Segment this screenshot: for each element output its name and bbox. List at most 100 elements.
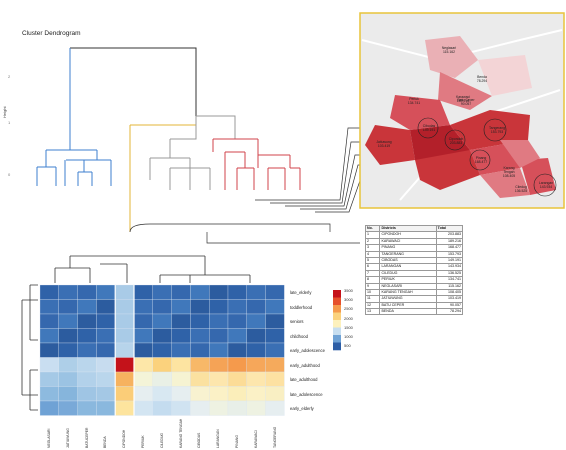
heatmap-cell — [133, 328, 153, 344]
heatmap-cell — [152, 299, 172, 315]
table-cell: 10 — [364, 288, 381, 297]
heatmap-cell — [39, 299, 59, 315]
heatmap-cell — [152, 371, 172, 387]
heatmap-cell — [39, 400, 59, 416]
heatmap-cell — [190, 299, 210, 315]
heatmap-cell — [133, 386, 153, 402]
heatmap-cell — [96, 357, 116, 373]
heatmap-cell — [246, 357, 266, 373]
heatmap-cell — [77, 313, 97, 329]
heatmap-cell — [227, 371, 247, 387]
heatmap-cell — [209, 342, 229, 358]
table-cell: 5 — [364, 256, 381, 265]
heatmap-cell — [265, 400, 285, 416]
heatmap-cell — [190, 400, 210, 416]
heatmap-row-label: early_adulthood — [290, 362, 320, 368]
table-cell: 13 — [364, 308, 381, 316]
heatmap-row-label: late_elderly — [290, 290, 312, 295]
heatmap-cell — [96, 342, 116, 358]
heatmap-cell — [265, 328, 285, 344]
legend-color-step — [333, 327, 341, 336]
map-connector-lines — [255, 127, 480, 213]
legend-tick-label: 1500 — [344, 324, 353, 330]
table-cell: 78.294 — [435, 308, 464, 316]
heatmap-cell — [171, 328, 191, 344]
heatmap-cell — [209, 386, 229, 402]
heatmap-row-label: seniors — [290, 319, 304, 324]
table-row: 4 TANGERANG 153.793 — [364, 250, 464, 258]
heatmap-cell — [58, 299, 78, 315]
heatmap-cell — [227, 284, 247, 300]
heatmap-cell — [171, 342, 191, 358]
table-cell: BENDA — [379, 308, 437, 316]
table-row: 8 PERIUK 134.741 — [364, 276, 464, 284]
table-row: 10 KARANG TENGAH 108.405 — [364, 288, 464, 297]
heatmap-cell — [39, 328, 59, 344]
heatmap-cell — [227, 328, 247, 344]
heatmap-cell — [58, 371, 78, 387]
map-district-label: Neglasari 115.162 — [441, 46, 457, 54]
district-shape — [478, 55, 532, 96]
heatmap-cell — [77, 342, 97, 358]
heatmap-cell — [265, 299, 285, 315]
heatmap-column-label: PINANG — [235, 435, 239, 448]
heatmap-cell — [152, 313, 172, 329]
heatmap-cell — [96, 400, 116, 416]
heatmap-cell — [58, 284, 78, 300]
heatmap-cell — [227, 342, 247, 358]
dendrogram-ytick: 0 — [8, 172, 11, 177]
heatmap-cell — [115, 342, 135, 358]
district-shape — [500, 140, 540, 168]
heatmap-cell — [246, 328, 266, 344]
heatmap-cell — [190, 328, 210, 344]
heatmap-cell — [190, 284, 210, 300]
heatmap-cell — [96, 299, 116, 315]
map-district-label: Cipondoh 203.883 — [448, 137, 464, 145]
heatmap-column-label: KARANG TENGAH — [178, 418, 183, 448]
heatmap-cell — [58, 386, 78, 402]
legend-color-step — [333, 342, 341, 351]
legend-tick-label: 2000 — [344, 315, 353, 321]
district-circle — [444, 129, 466, 151]
table-row: 5 CIBODAS 149.191 — [364, 256, 464, 265]
map-district-label: Karawaci 189.216 — [456, 95, 470, 103]
heatmap-cell — [171, 386, 191, 402]
heatmap-cell — [133, 400, 153, 416]
heatmap-row-label: early_elderly — [290, 406, 314, 411]
heatmap-cell — [133, 299, 153, 315]
table-cell: 8 — [364, 276, 381, 284]
heatmap-cell — [152, 386, 172, 402]
heatmap-cell — [115, 400, 135, 416]
heatmap-cell — [96, 328, 116, 344]
heatmap-cell — [190, 371, 210, 387]
dendrogram-ytick: 1 — [8, 120, 11, 125]
district-circle — [469, 149, 491, 171]
heatmap-row-label: late_adolescence — [290, 391, 323, 397]
heatmap-cell — [190, 386, 210, 402]
district-shape — [438, 72, 492, 110]
heatmap-column-label: PERIUK — [141, 435, 145, 448]
legend-color-step — [333, 290, 341, 298]
dendrogram-root-link — [70, 47, 197, 116]
heatmap-cell — [115, 371, 135, 387]
heatmap-cell — [265, 342, 285, 358]
heatmap-cell — [171, 357, 191, 373]
heatmap-cell — [39, 386, 59, 402]
map-district-label: Periuk 134.741 — [407, 97, 421, 105]
district-shape — [365, 125, 415, 165]
heatmap-cell — [209, 328, 229, 344]
heatmap-cell — [246, 342, 266, 358]
heatmap-cell — [209, 357, 229, 373]
heatmap-row-label: early_adolescence — [290, 348, 325, 353]
heatmap-cell — [265, 371, 285, 387]
legend-color-step — [333, 312, 341, 321]
heatmap-cell — [39, 284, 59, 300]
district-circle — [483, 118, 507, 142]
table-cell: 6 — [364, 263, 381, 271]
heatmap-cell — [227, 299, 247, 315]
dendrogram-blue-cluster — [36, 48, 112, 186]
heatmap-cell — [246, 400, 266, 416]
heatmap-grid — [39, 284, 285, 416]
dendrogram-gray-cluster — [149, 115, 236, 190]
